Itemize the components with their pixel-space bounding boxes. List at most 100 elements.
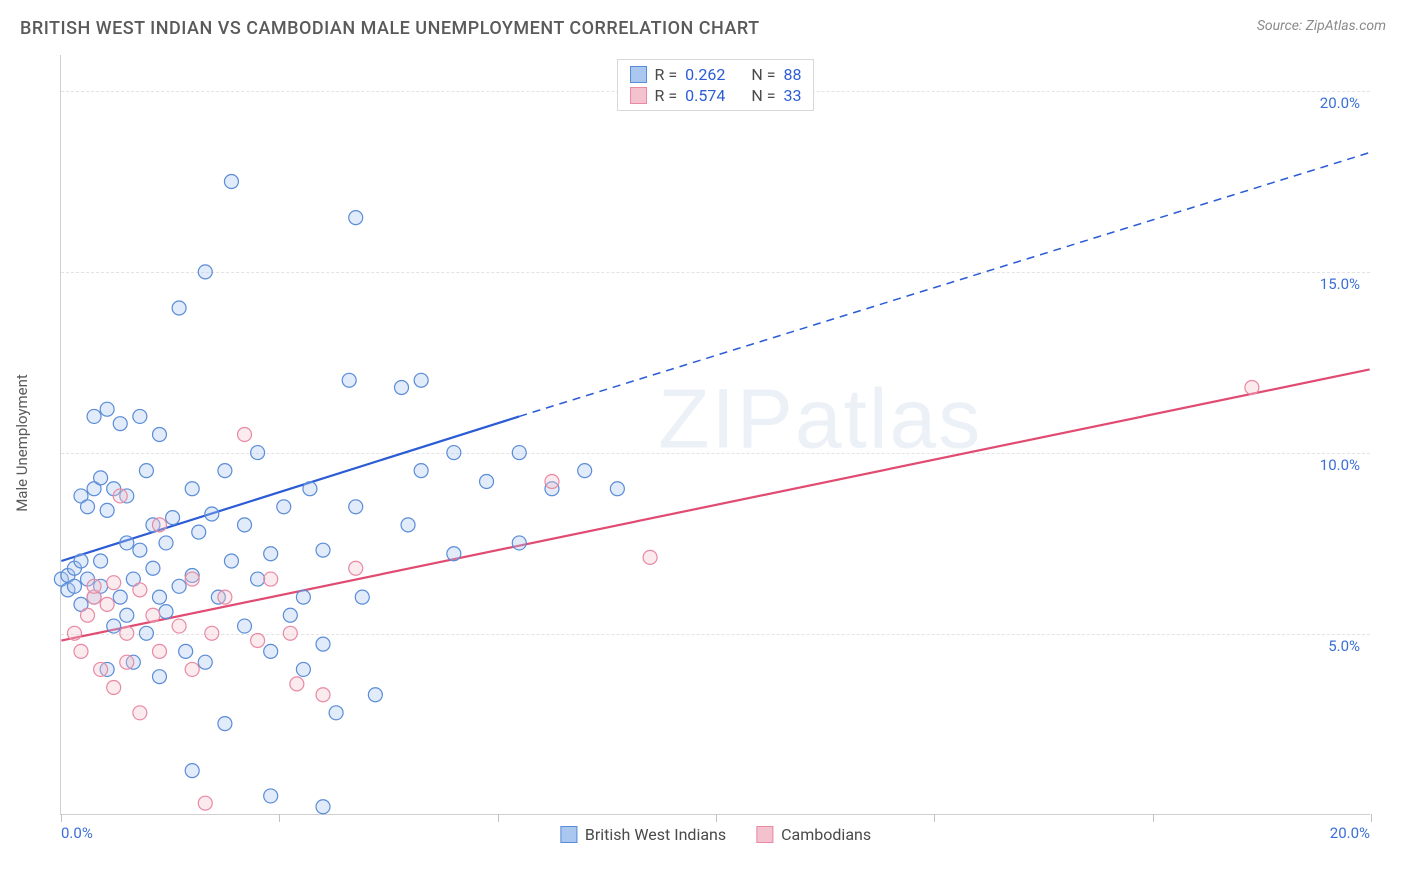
x-tick	[61, 814, 62, 822]
data-point-cam	[100, 597, 114, 611]
data-point-bwi	[224, 175, 238, 189]
data-point-bwi	[185, 482, 199, 496]
legend-row-bwi: R = 0.262 N = 88	[630, 64, 802, 85]
data-point-bwi	[152, 670, 166, 684]
data-point-bwi	[133, 543, 147, 557]
data-point-bwi	[264, 789, 278, 803]
data-point-bwi	[349, 500, 363, 514]
data-point-cam	[264, 572, 278, 586]
data-point-bwi	[283, 608, 297, 622]
data-point-bwi	[218, 717, 232, 731]
data-point-cam	[133, 706, 147, 720]
swatch-bwi-bottom	[560, 826, 577, 843]
data-point-bwi	[152, 428, 166, 442]
data-point-cam	[120, 626, 134, 640]
n-value-bwi: 88	[783, 65, 801, 84]
data-point-cam	[152, 518, 166, 532]
data-point-bwi	[159, 605, 173, 619]
data-point-cam	[283, 626, 297, 640]
data-point-bwi	[224, 554, 238, 568]
legend-row-cam: R = 0.574 N = 33	[630, 85, 802, 106]
data-point-bwi	[120, 536, 134, 550]
swatch-cam	[630, 87, 647, 104]
data-point-bwi	[113, 417, 127, 431]
data-point-bwi	[67, 579, 81, 593]
data-point-bwi	[355, 590, 369, 604]
x-tick-min: 0.0%	[61, 824, 93, 842]
data-point-bwi	[264, 644, 278, 658]
chart-title: BRITISH WEST INDIAN VS CAMBODIAN MALE UN…	[20, 18, 760, 39]
r-label: R =	[655, 86, 678, 105]
data-point-bwi	[81, 500, 95, 514]
data-point-bwi	[578, 464, 592, 478]
data-point-bwi	[447, 547, 461, 561]
data-point-bwi	[395, 381, 409, 395]
data-point-bwi	[251, 446, 265, 460]
data-point-bwi	[238, 518, 252, 532]
data-point-bwi	[238, 619, 252, 633]
data-point-cam	[185, 662, 199, 676]
data-point-cam	[185, 572, 199, 586]
y-axis-label: Male Unemployment	[13, 374, 31, 512]
data-point-bwi	[172, 579, 186, 593]
data-point-cam	[74, 644, 88, 658]
data-point-bwi	[146, 561, 160, 575]
data-point-bwi	[179, 644, 193, 658]
data-point-cam	[146, 608, 160, 622]
data-point-bwi	[172, 301, 186, 315]
x-tick-max: 20.0%	[1330, 824, 1370, 842]
data-point-cam	[545, 474, 559, 488]
x-tick	[279, 814, 280, 822]
data-point-bwi	[133, 409, 147, 423]
plot-area: R = 0.262 N = 88 R = 0.574 N = 33 5.0%10…	[60, 55, 1370, 815]
legend-label-cam: Cambodians	[781, 825, 871, 844]
data-point-bwi	[198, 265, 212, 279]
data-point-bwi	[94, 471, 108, 485]
source-attribution: Source: ZipAtlas.com	[1257, 18, 1386, 34]
legend-label-bwi: British West Indians	[585, 825, 726, 844]
data-point-cam	[113, 489, 127, 503]
data-point-cam	[133, 583, 147, 597]
data-point-bwi	[166, 511, 180, 525]
data-point-bwi	[414, 464, 428, 478]
data-point-cam	[218, 590, 232, 604]
x-tick	[498, 814, 499, 822]
data-point-cam	[152, 644, 166, 658]
data-point-bwi	[316, 637, 330, 651]
data-point-bwi	[480, 474, 494, 488]
r-value-cam: 0.574	[685, 86, 725, 105]
data-point-cam	[172, 619, 186, 633]
data-point-bwi	[100, 503, 114, 517]
data-point-bwi	[349, 211, 363, 225]
data-point-bwi	[447, 446, 461, 460]
data-point-cam	[120, 655, 134, 669]
data-point-cam	[290, 677, 304, 691]
data-point-bwi	[296, 662, 310, 676]
data-point-bwi	[329, 706, 343, 720]
data-point-bwi	[251, 572, 265, 586]
data-point-bwi	[316, 543, 330, 557]
data-point-bwi	[100, 402, 114, 416]
data-point-bwi	[74, 554, 88, 568]
x-tick	[716, 814, 717, 822]
data-point-bwi	[296, 590, 310, 604]
data-point-bwi	[159, 536, 173, 550]
data-point-cam	[198, 796, 212, 810]
data-point-cam	[107, 576, 121, 590]
data-point-bwi	[316, 800, 330, 814]
data-point-cam	[349, 561, 363, 575]
data-point-cam	[643, 550, 657, 564]
n-label: N =	[751, 65, 775, 84]
data-point-cam	[238, 428, 252, 442]
data-point-bwi	[205, 507, 219, 521]
series-legend: British West Indians Cambodians	[560, 825, 871, 844]
data-point-bwi	[139, 464, 153, 478]
n-value-cam: 33	[783, 86, 801, 105]
data-point-cam	[94, 662, 108, 676]
data-point-cam	[205, 626, 219, 640]
data-point-bwi	[303, 482, 317, 496]
data-point-bwi	[610, 482, 624, 496]
data-point-bwi	[113, 590, 127, 604]
data-point-bwi	[264, 547, 278, 561]
data-point-bwi	[218, 464, 232, 478]
